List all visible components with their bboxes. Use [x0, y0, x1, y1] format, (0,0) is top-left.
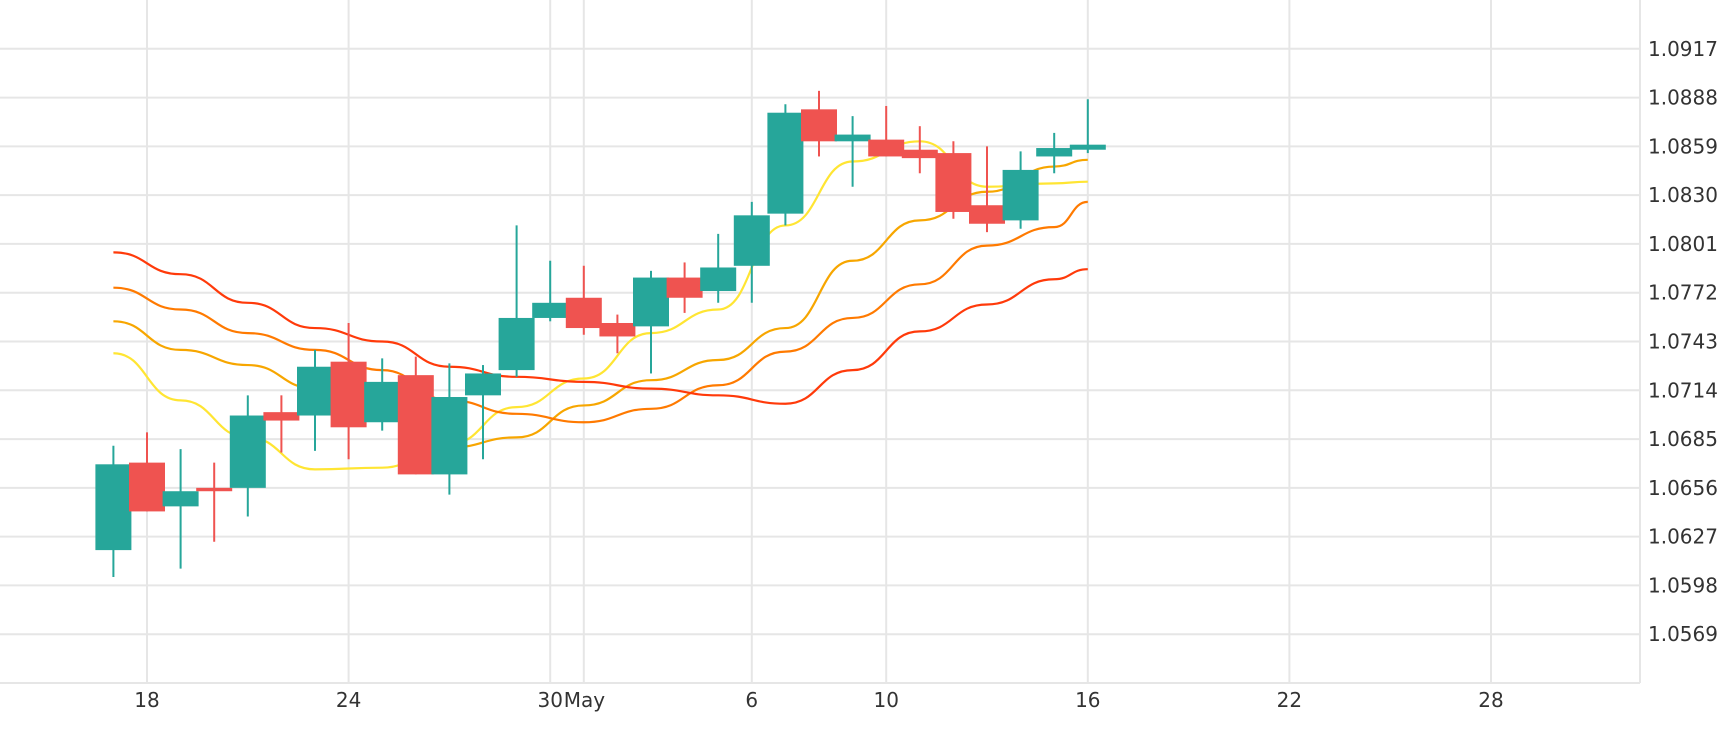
candle — [868, 105, 905, 157]
x-tick-label: 10 — [873, 688, 898, 712]
candle-body — [532, 302, 569, 318]
candle — [633, 270, 669, 374]
candle — [129, 432, 165, 512]
x-tick-label: 30 — [537, 688, 562, 712]
candle — [498, 225, 535, 377]
candle-body — [196, 487, 233, 492]
candle — [465, 365, 501, 460]
candle-body — [397, 375, 434, 475]
axis-layer: 1.0917 1.0888 1.0859 1.0830 1.0801 1.0772 1.07… — [134, 37, 1718, 712]
candle-body — [263, 412, 300, 421]
candle-body — [330, 361, 367, 428]
candle — [834, 116, 871, 187]
y-tick-label: 1.0598 — [1648, 573, 1718, 597]
y-tick-label: 1.0685 — [1648, 427, 1718, 451]
y-tick-label: 1.0656 — [1648, 476, 1718, 500]
candle — [297, 349, 333, 451]
y-tick-label: 1.0801 — [1648, 232, 1718, 256]
candle — [565, 265, 602, 335]
candle — [263, 395, 300, 453]
candle — [229, 395, 266, 517]
candle-body — [901, 149, 938, 159]
x-tick-label: 6 — [745, 688, 758, 712]
candle-body — [666, 277, 703, 298]
candle-body — [1002, 169, 1039, 221]
candle — [733, 201, 770, 303]
candle — [330, 322, 367, 460]
moving-average-line-1 — [113, 140, 1088, 471]
candle-body — [599, 322, 636, 337]
candle-body — [129, 462, 165, 512]
candle-body — [465, 373, 501, 396]
candle — [969, 146, 1005, 233]
candle-body — [633, 277, 669, 327]
candle — [901, 126, 938, 174]
x-tick-label: May — [564, 688, 606, 712]
y-tick-label: 1.0772 — [1648, 281, 1718, 305]
candle-body — [700, 267, 737, 292]
candle-body — [162, 491, 199, 507]
candle — [532, 260, 569, 322]
y-tick-label: 1.0888 — [1648, 86, 1718, 110]
y-tick-label: 1.0917 — [1648, 37, 1718, 61]
candle-body — [935, 153, 972, 212]
candle-body — [733, 215, 770, 266]
candle-body — [801, 109, 837, 142]
y-tick-label: 1.0714 — [1648, 378, 1718, 402]
candle — [431, 363, 468, 495]
candle — [397, 356, 434, 475]
candle-body — [297, 366, 333, 416]
grid-layer — [0, 0, 1641, 684]
candle — [700, 233, 737, 303]
candle-body — [364, 381, 401, 423]
y-tick-label: 1.0627 — [1648, 525, 1718, 549]
candle-body — [868, 139, 905, 157]
x-tick-label: 18 — [134, 688, 159, 712]
candle-body — [767, 112, 804, 214]
candle-layer — [95, 90, 1106, 578]
candle-body — [565, 297, 602, 329]
y-tick-label: 1.0859 — [1648, 134, 1718, 158]
candle — [95, 445, 132, 578]
y-tick-label: 1.0569 — [1648, 622, 1718, 646]
moving-average-layer — [113, 140, 1088, 471]
moving-average-line-2 — [113, 158, 1088, 449]
x-tick-label: 28 — [1478, 688, 1503, 712]
candle-body — [431, 397, 468, 475]
candle-body — [969, 205, 1005, 224]
candle — [364, 358, 401, 431]
candle — [935, 141, 972, 219]
y-tick-label: 1.0830 — [1648, 183, 1718, 207]
candle — [1069, 99, 1106, 154]
moving-average-line-4 — [113, 251, 1088, 405]
candle-body — [95, 464, 132, 551]
candle — [1036, 132, 1073, 174]
candle-body — [498, 317, 535, 371]
candle-body — [834, 134, 871, 142]
candle — [162, 449, 199, 569]
candle-body — [1069, 144, 1106, 150]
x-tick-label: 22 — [1277, 688, 1302, 712]
x-tick-label: 16 — [1075, 688, 1100, 712]
candle — [801, 90, 837, 157]
x-tick-label: 24 — [336, 688, 361, 712]
candle-body — [1036, 148, 1073, 157]
candle — [767, 104, 804, 226]
candle-body — [229, 415, 266, 488]
y-tick-label: 1.0743 — [1648, 330, 1718, 354]
candle — [666, 262, 703, 313]
candle — [1002, 151, 1039, 229]
moving-average-line-3 — [113, 200, 1088, 424]
candle — [196, 462, 233, 542]
candle — [599, 314, 636, 354]
